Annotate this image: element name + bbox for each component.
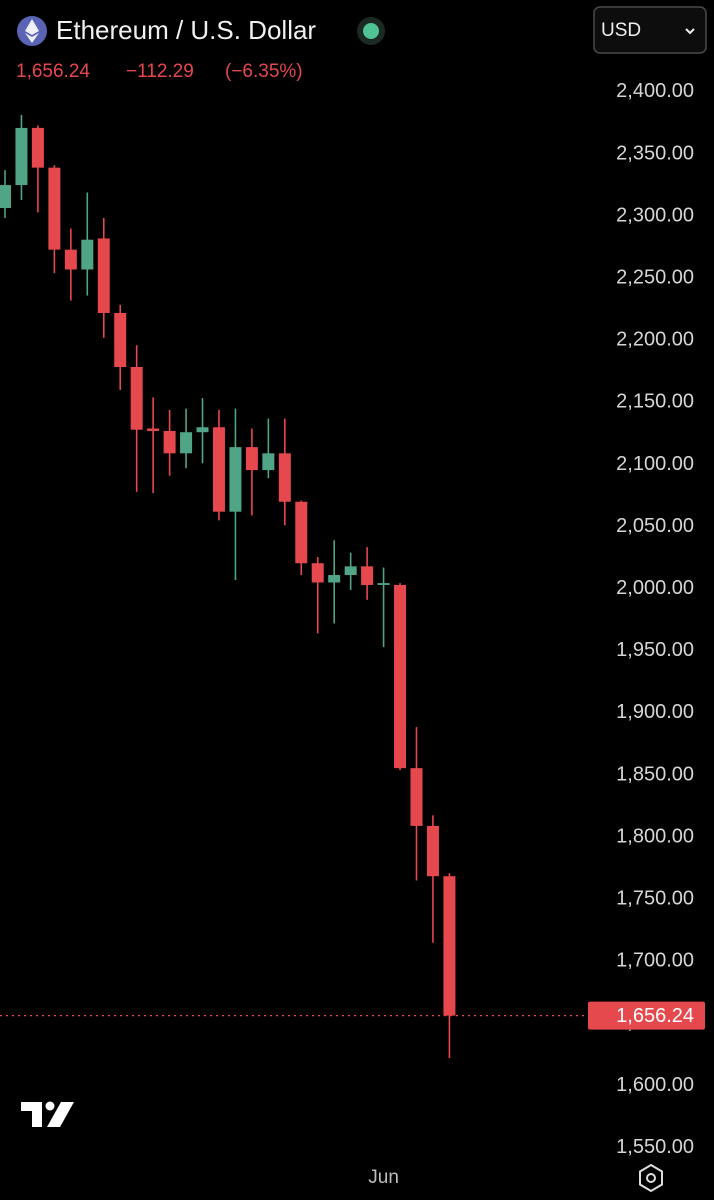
candle-body [328, 575, 341, 583]
candle-body [180, 432, 193, 454]
candle-body [278, 453, 291, 502]
candle-body [114, 312, 127, 368]
y-tick-label: 2,150.00 [616, 391, 694, 413]
candle-body [15, 127, 28, 186]
candle-body [196, 427, 209, 433]
candle-body [311, 563, 324, 583]
settings-icon[interactable] [639, 1163, 663, 1193]
logo-part [47, 1102, 74, 1127]
currency-label[interactable]: USD [601, 20, 641, 41]
candle-body [262, 453, 275, 471]
price-tag [588, 1001, 705, 1030]
candle-body [163, 430, 176, 454]
y-tick-label: 1,800.00 [616, 825, 694, 847]
candle-body [212, 427, 225, 512]
y-tick-label: 2,250.00 [616, 266, 694, 288]
candle-body [361, 566, 374, 585]
logo-part [21, 1102, 42, 1127]
y-tick-label: 1,600.00 [616, 1074, 694, 1096]
y-tick-label: 2,300.00 [616, 204, 694, 226]
plot-area: 1,550.001,600.001,650.001,700.001,750.00… [0, 80, 705, 1188]
y-tick-label: 2,400.00 [616, 80, 694, 102]
status-dot [363, 23, 379, 39]
candle-body [229, 447, 242, 512]
settings-icon-center[interactable] [646, 1173, 656, 1183]
header-change: −112.29 [126, 61, 194, 82]
candle-body [0, 185, 11, 209]
candle-body [81, 239, 94, 270]
candle-body [147, 428, 160, 431]
candle-body [48, 167, 61, 250]
currency-select[interactable]: USD [593, 6, 707, 54]
currency-box[interactable] [593, 6, 707, 54]
candle-body [295, 501, 308, 564]
candle-body [377, 583, 390, 585]
price-tag-label: 1,656.24 [616, 1005, 694, 1027]
candle-body [64, 249, 77, 270]
candle-body [31, 127, 44, 168]
candle-body [410, 768, 423, 826]
y-tick-label: 1,850.00 [616, 763, 694, 785]
y-tick-label: 2,100.00 [616, 453, 694, 475]
candle-body [394, 584, 407, 769]
candle-body [130, 367, 143, 430]
candle-body [443, 876, 456, 1016]
candle-body [426, 825, 439, 877]
eth-logo [25, 19, 39, 43]
chevron[interactable] [685, 28, 695, 35]
header-change-pct: (−6.35%) [225, 61, 303, 82]
y-tick-label: 2,350.00 [616, 142, 694, 164]
y-tick-label: 1,700.00 [616, 950, 694, 972]
candle-body [344, 566, 357, 576]
header-price: 1,656.24 [16, 61, 90, 82]
y-tick-label: 1,900.00 [616, 701, 694, 723]
chart-title: Ethereum / U.S. Dollar [56, 15, 316, 45]
y-tick-label: 1,750.00 [616, 887, 694, 909]
y-tick-label: 1,550.00 [616, 1136, 694, 1158]
y-tick-label: 1,950.00 [616, 639, 694, 661]
y-tick-label: 2,050.00 [616, 515, 694, 537]
logo-part [45, 1101, 55, 1111]
candle-body [97, 238, 110, 313]
x-tick-label: Jun [368, 1167, 399, 1188]
y-tick-label: 2,200.00 [616, 329, 694, 351]
candle-body [245, 447, 258, 471]
y-tick-label: 2,000.00 [616, 577, 694, 599]
tradingview-logo [21, 1101, 74, 1127]
